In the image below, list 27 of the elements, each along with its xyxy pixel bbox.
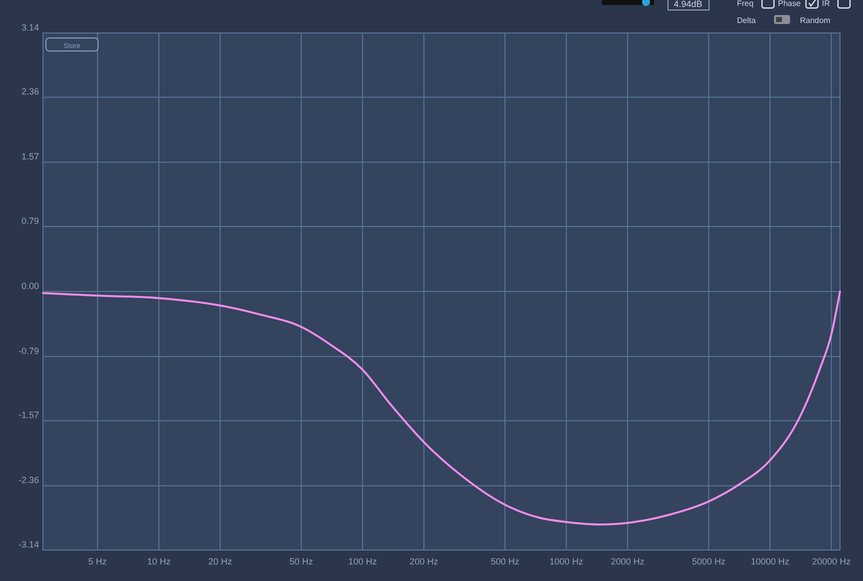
x-tick-label: 20000 Hz xyxy=(812,556,852,566)
x-tick-label: 10000 Hz xyxy=(750,556,790,566)
x-tick-label: 10 Hz xyxy=(147,556,172,566)
text: Phase xyxy=(778,0,802,8)
y-tick-label: 0.79 xyxy=(21,216,39,226)
x-tick-label: 20 Hz xyxy=(208,556,232,566)
x-tick-label: 100 Hz xyxy=(348,556,378,566)
x-tick-label: 5000 Hz xyxy=(692,556,726,566)
x-tick-label: 2000 Hz xyxy=(610,556,645,566)
text: Delta xyxy=(737,16,756,25)
value-field: 4.94dB xyxy=(668,0,710,10)
x-tick-label: 1000 Hz xyxy=(550,556,584,566)
y-tick-label: 3.14 xyxy=(21,22,39,32)
y-tick-label: -1.57 xyxy=(18,410,39,420)
x-tick-label: 500 Hz xyxy=(490,556,520,566)
x-tick-label: 5 Hz xyxy=(88,556,108,566)
y-tick-label: 1.57 xyxy=(21,152,39,162)
text: IR xyxy=(822,0,830,8)
y-tick-label: 0.00 xyxy=(21,280,39,291)
text: Freq xyxy=(737,0,754,8)
y-tick-label: 2.36 xyxy=(21,86,39,97)
y-tick-label: -2.36 xyxy=(18,475,39,486)
y-tick-label: -0.79 xyxy=(18,346,39,356)
x-tick-label: 50 Hz xyxy=(289,556,314,566)
x-tick-label: 200 Hz xyxy=(410,556,439,566)
text: Random xyxy=(800,16,831,25)
y-tick-label: -3.14 xyxy=(18,539,39,550)
